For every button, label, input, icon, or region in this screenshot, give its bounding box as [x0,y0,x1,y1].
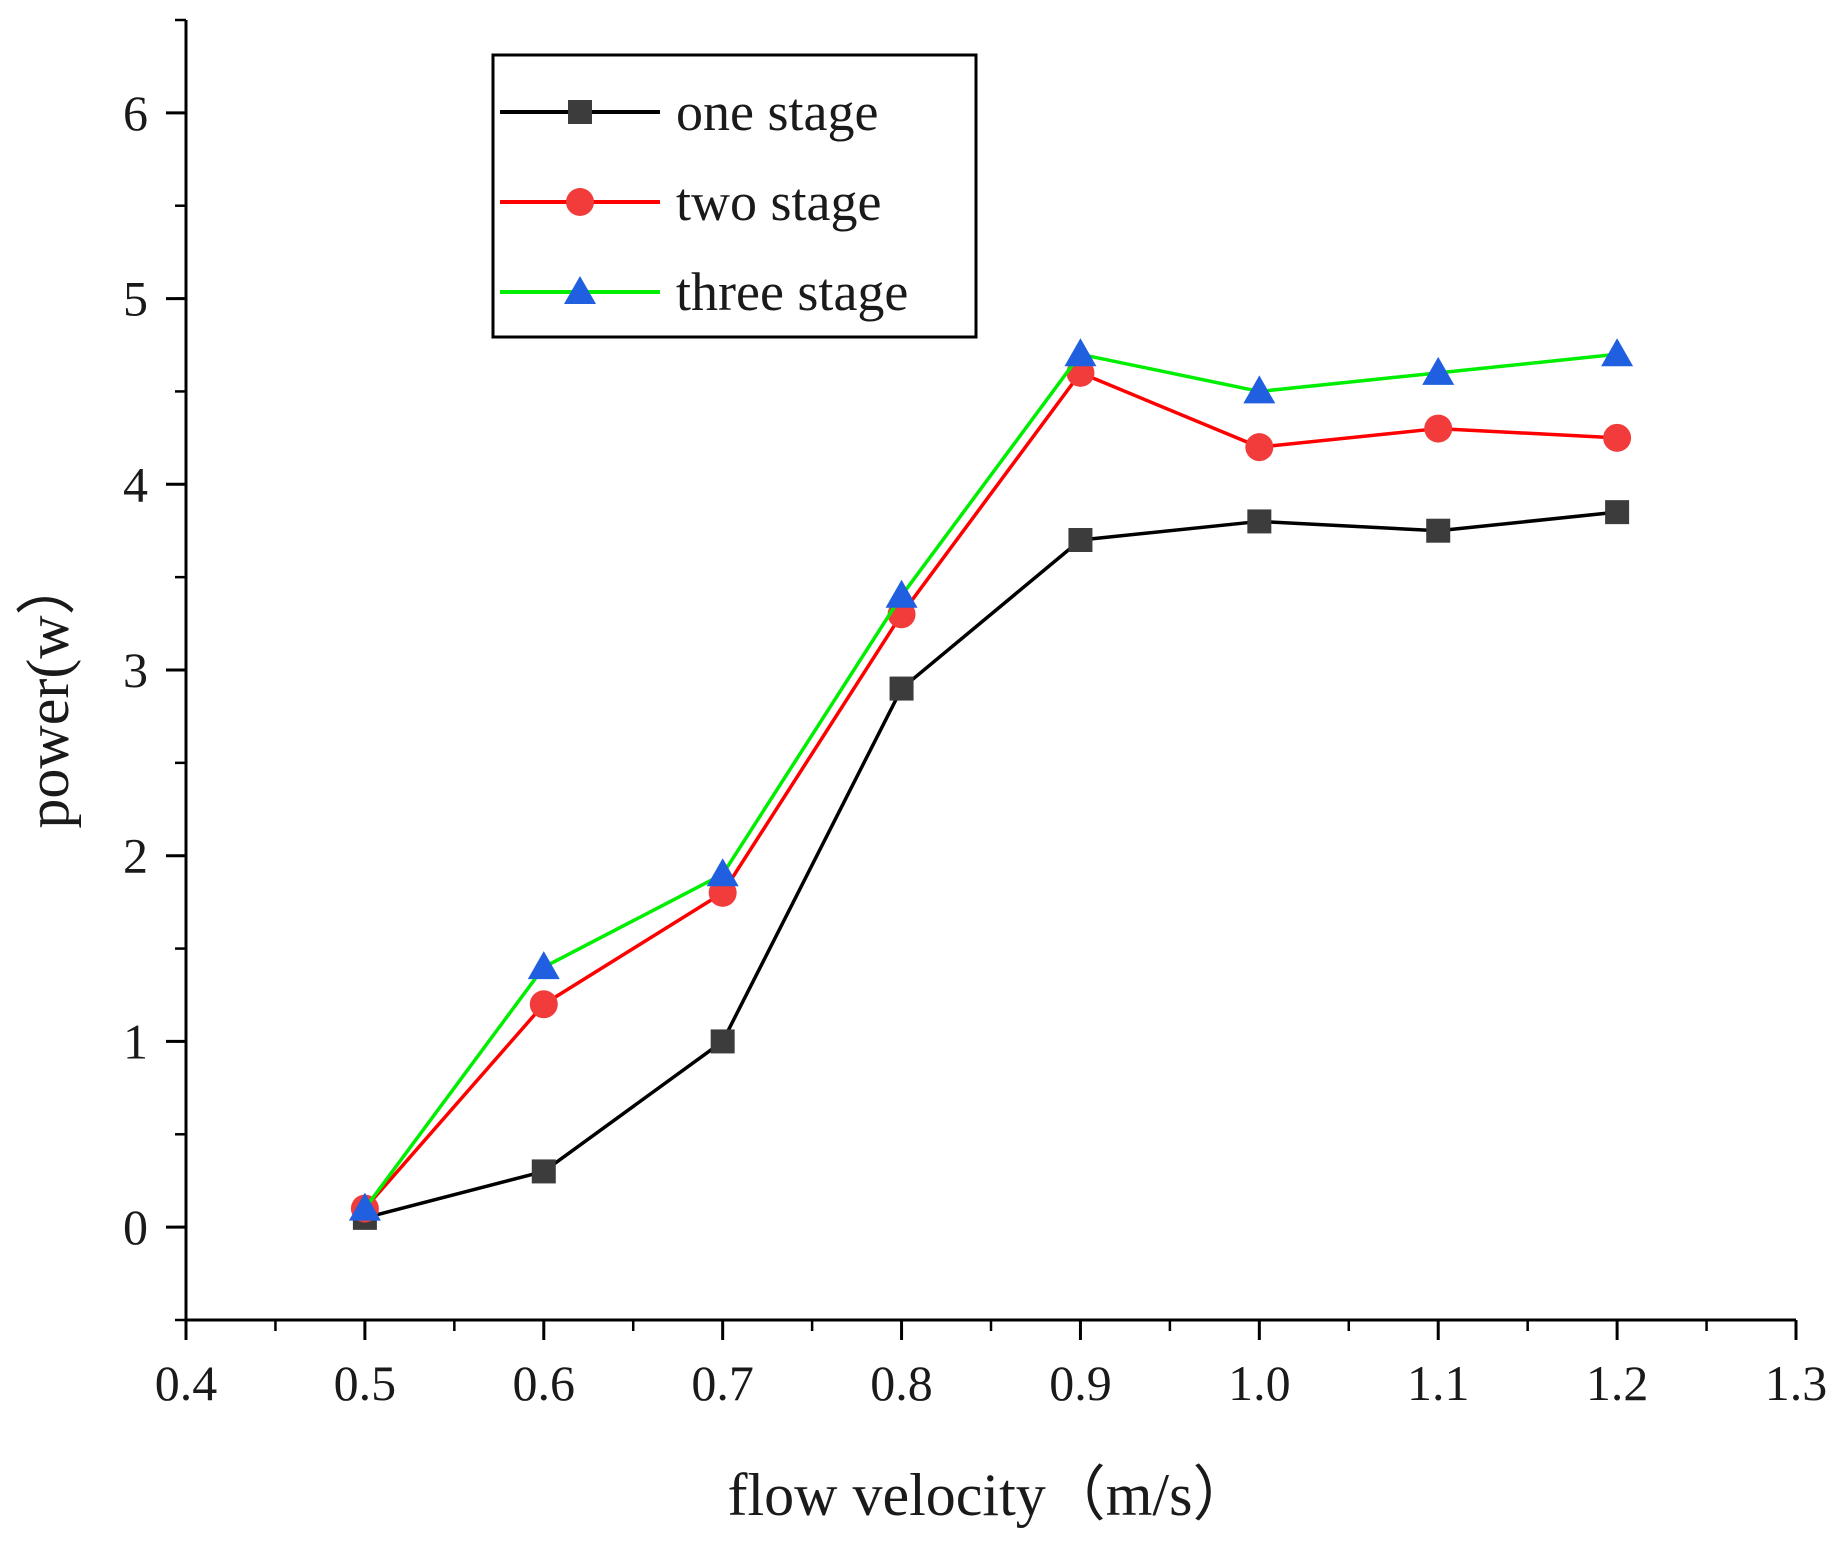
series-1 [352,500,1630,1230]
data-point [1068,528,1093,552]
series-3 [348,338,1634,1221]
data-point [529,990,558,1019]
legend-marker [566,188,594,216]
series-2 [350,358,1632,1223]
legend-label: three stage [676,262,908,322]
x-tick-label: 1.1 [1407,1355,1470,1411]
series-layer [348,338,1634,1230]
x-tick-label: 0.7 [691,1355,754,1411]
y-tick-label: 3 [123,642,148,698]
data-point [889,676,914,701]
x-tick-label: 0.4 [155,1355,218,1411]
series-line [363,352,1618,1210]
data-point [710,1029,735,1054]
data-point [1601,338,1634,367]
legend-marker [568,100,592,124]
y-tick-label: 0 [123,1199,148,1255]
data-point [348,1192,381,1221]
data-point [706,858,739,887]
x-tick-label: 1.3 [1765,1355,1828,1411]
legend-label: two stage [676,172,881,232]
legend: one stage two stage three stage [491,53,978,339]
legend-label: one stage [676,82,878,142]
x-tick-label: 0.6 [513,1355,576,1411]
data-point [1243,375,1276,404]
data-point [1247,509,1272,534]
x-tick-label: 1.2 [1586,1355,1649,1411]
data-point [1422,356,1455,385]
x-tick-label: 0.9 [1049,1355,1112,1411]
x-tick-label: 0.5 [334,1355,397,1411]
axes: 0.4 0.5 0.6 0.7 0.8 0.9 1.0 1.1 1.2 1.3 0 1 2 3 4 5 6 [123,18,1828,1411]
data-point [527,951,560,980]
data-point [1064,338,1097,367]
y-tick-label: 5 [123,271,148,327]
data-point [1603,423,1632,452]
data-point [531,1159,556,1184]
data-point [1426,518,1451,543]
data-point [1424,414,1453,443]
legend-marker [564,276,596,304]
data-point [885,579,918,608]
y-axis-title: power(w） [15,555,81,828]
series-line [364,510,1618,1220]
y-tick-label: 6 [123,85,148,141]
y-tick-label: 1 [123,1013,148,1069]
data-point [1245,433,1274,462]
data-point [1605,500,1630,525]
y-tick-label: 4 [123,456,148,512]
x-axis-title: flow velocity（m/s） [728,1462,1253,1528]
y-tick-label: 2 [123,828,148,884]
x-tick-label: 1.0 [1228,1355,1291,1411]
series-line [363,371,1618,1210]
x-tick-label: 0.8 [870,1355,933,1411]
